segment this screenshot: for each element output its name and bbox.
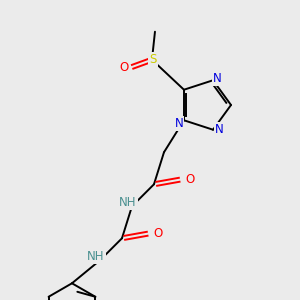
Text: O: O [153, 227, 163, 240]
Text: N: N [215, 123, 224, 136]
Text: O: O [185, 173, 195, 186]
Text: NH: NH [87, 250, 105, 263]
Text: N: N [213, 72, 221, 85]
Text: O: O [119, 61, 129, 74]
Text: N: N [175, 117, 183, 130]
Text: NH: NH [119, 196, 137, 209]
Text: S: S [149, 53, 157, 66]
